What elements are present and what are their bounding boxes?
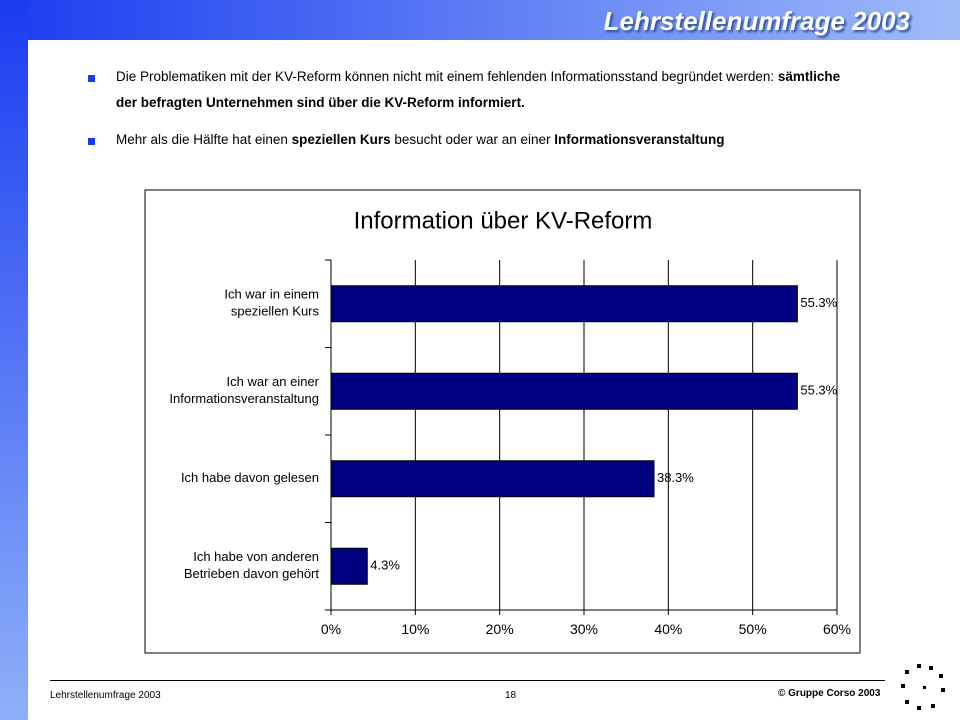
value-label: 55.3% [800,383,837,398]
bullet-marker [88,75,95,82]
bullet-text: Die Problematiken mit der KV-Reform könn… [116,64,856,116]
y-tick-label: Ich habe davon gelesen [181,470,319,485]
bullet-segment: Informationsveranstaltung [554,132,725,147]
logo [901,664,945,710]
x-tick-label: 0% [321,621,341,637]
bar [330,285,798,323]
header-title: Lehrstellenumfrage 2003 [603,6,910,36]
x-tick-label: 60% [823,621,851,637]
top-banner [0,0,960,40]
y-tick-label: Informationsveranstaltung [169,391,319,406]
bullet-segment: Mehr als die Hälfte hat einen [116,132,292,147]
footer-right: © Gruppe Corso 2003 [778,688,881,699]
value-label: 4.3% [370,558,400,573]
bullet-segment: Die Problematiken mit der KV-Reform könn… [116,69,778,84]
value-label: 38.3% [657,470,694,485]
x-tick-label: 40% [654,621,682,637]
value-label: 55.3% [800,295,837,310]
footer-left: Lehrstellenumfrage 2003 [50,690,161,701]
y-tick-label: Betrieben davon gehört [184,566,320,581]
x-tick-label: 10% [401,621,429,637]
y-tick-label: Ich war in einem [224,287,319,302]
bar [330,372,798,410]
y-tick-label: speziellen Kurs [231,304,320,319]
x-tick-label: 30% [570,621,598,637]
left-banner [0,0,28,720]
bullet-segment: besucht oder war an einer [390,132,555,147]
bar [330,547,368,585]
y-tick-label: Ich habe von anderen [193,549,319,564]
bullet-marker [88,138,95,145]
x-tick-label: 50% [739,621,767,637]
bullet-segment: speziellen Kurs [291,132,391,147]
footer-rule [50,680,885,681]
footer-page: 18 [505,690,517,701]
bullet-segment: sämtliche der befragten Unternehmen sind… [116,69,841,110]
bar [330,460,655,498]
y-tick-label: Ich war an einer [227,374,320,389]
x-tick-label: 20% [486,621,514,637]
chart-title: Information über KV-Reform [354,207,653,234]
bullet-text: Mehr als die Hälfte hat einen speziellen… [116,127,856,153]
chart-frame [144,189,861,654]
